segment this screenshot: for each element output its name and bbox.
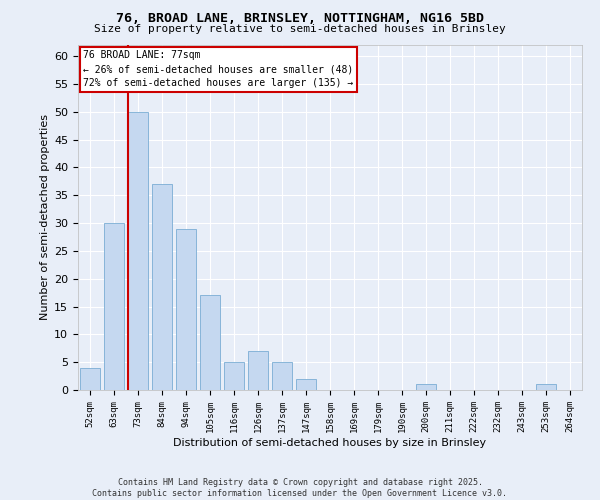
Bar xyxy=(152,184,172,390)
Bar xyxy=(80,368,100,390)
Bar xyxy=(104,223,124,390)
X-axis label: Distribution of semi-detached houses by size in Brinsley: Distribution of semi-detached houses by … xyxy=(173,438,487,448)
Bar xyxy=(224,362,244,390)
Text: 76, BROAD LANE, BRINSLEY, NOTTINGHAM, NG16 5BD: 76, BROAD LANE, BRINSLEY, NOTTINGHAM, NG… xyxy=(116,12,484,26)
Text: Size of property relative to semi-detached houses in Brinsley: Size of property relative to semi-detach… xyxy=(94,24,506,34)
Text: 76 BROAD LANE: 77sqm
← 26% of semi-detached houses are smaller (48)
72% of semi-: 76 BROAD LANE: 77sqm ← 26% of semi-detac… xyxy=(83,50,353,88)
Bar xyxy=(296,379,316,390)
Text: Contains HM Land Registry data © Crown copyright and database right 2025.
Contai: Contains HM Land Registry data © Crown c… xyxy=(92,478,508,498)
Bar xyxy=(200,296,220,390)
Bar xyxy=(176,228,196,390)
Bar xyxy=(128,112,148,390)
Bar xyxy=(536,384,556,390)
Bar xyxy=(248,351,268,390)
Bar xyxy=(272,362,292,390)
Y-axis label: Number of semi-detached properties: Number of semi-detached properties xyxy=(40,114,50,320)
Bar xyxy=(416,384,436,390)
